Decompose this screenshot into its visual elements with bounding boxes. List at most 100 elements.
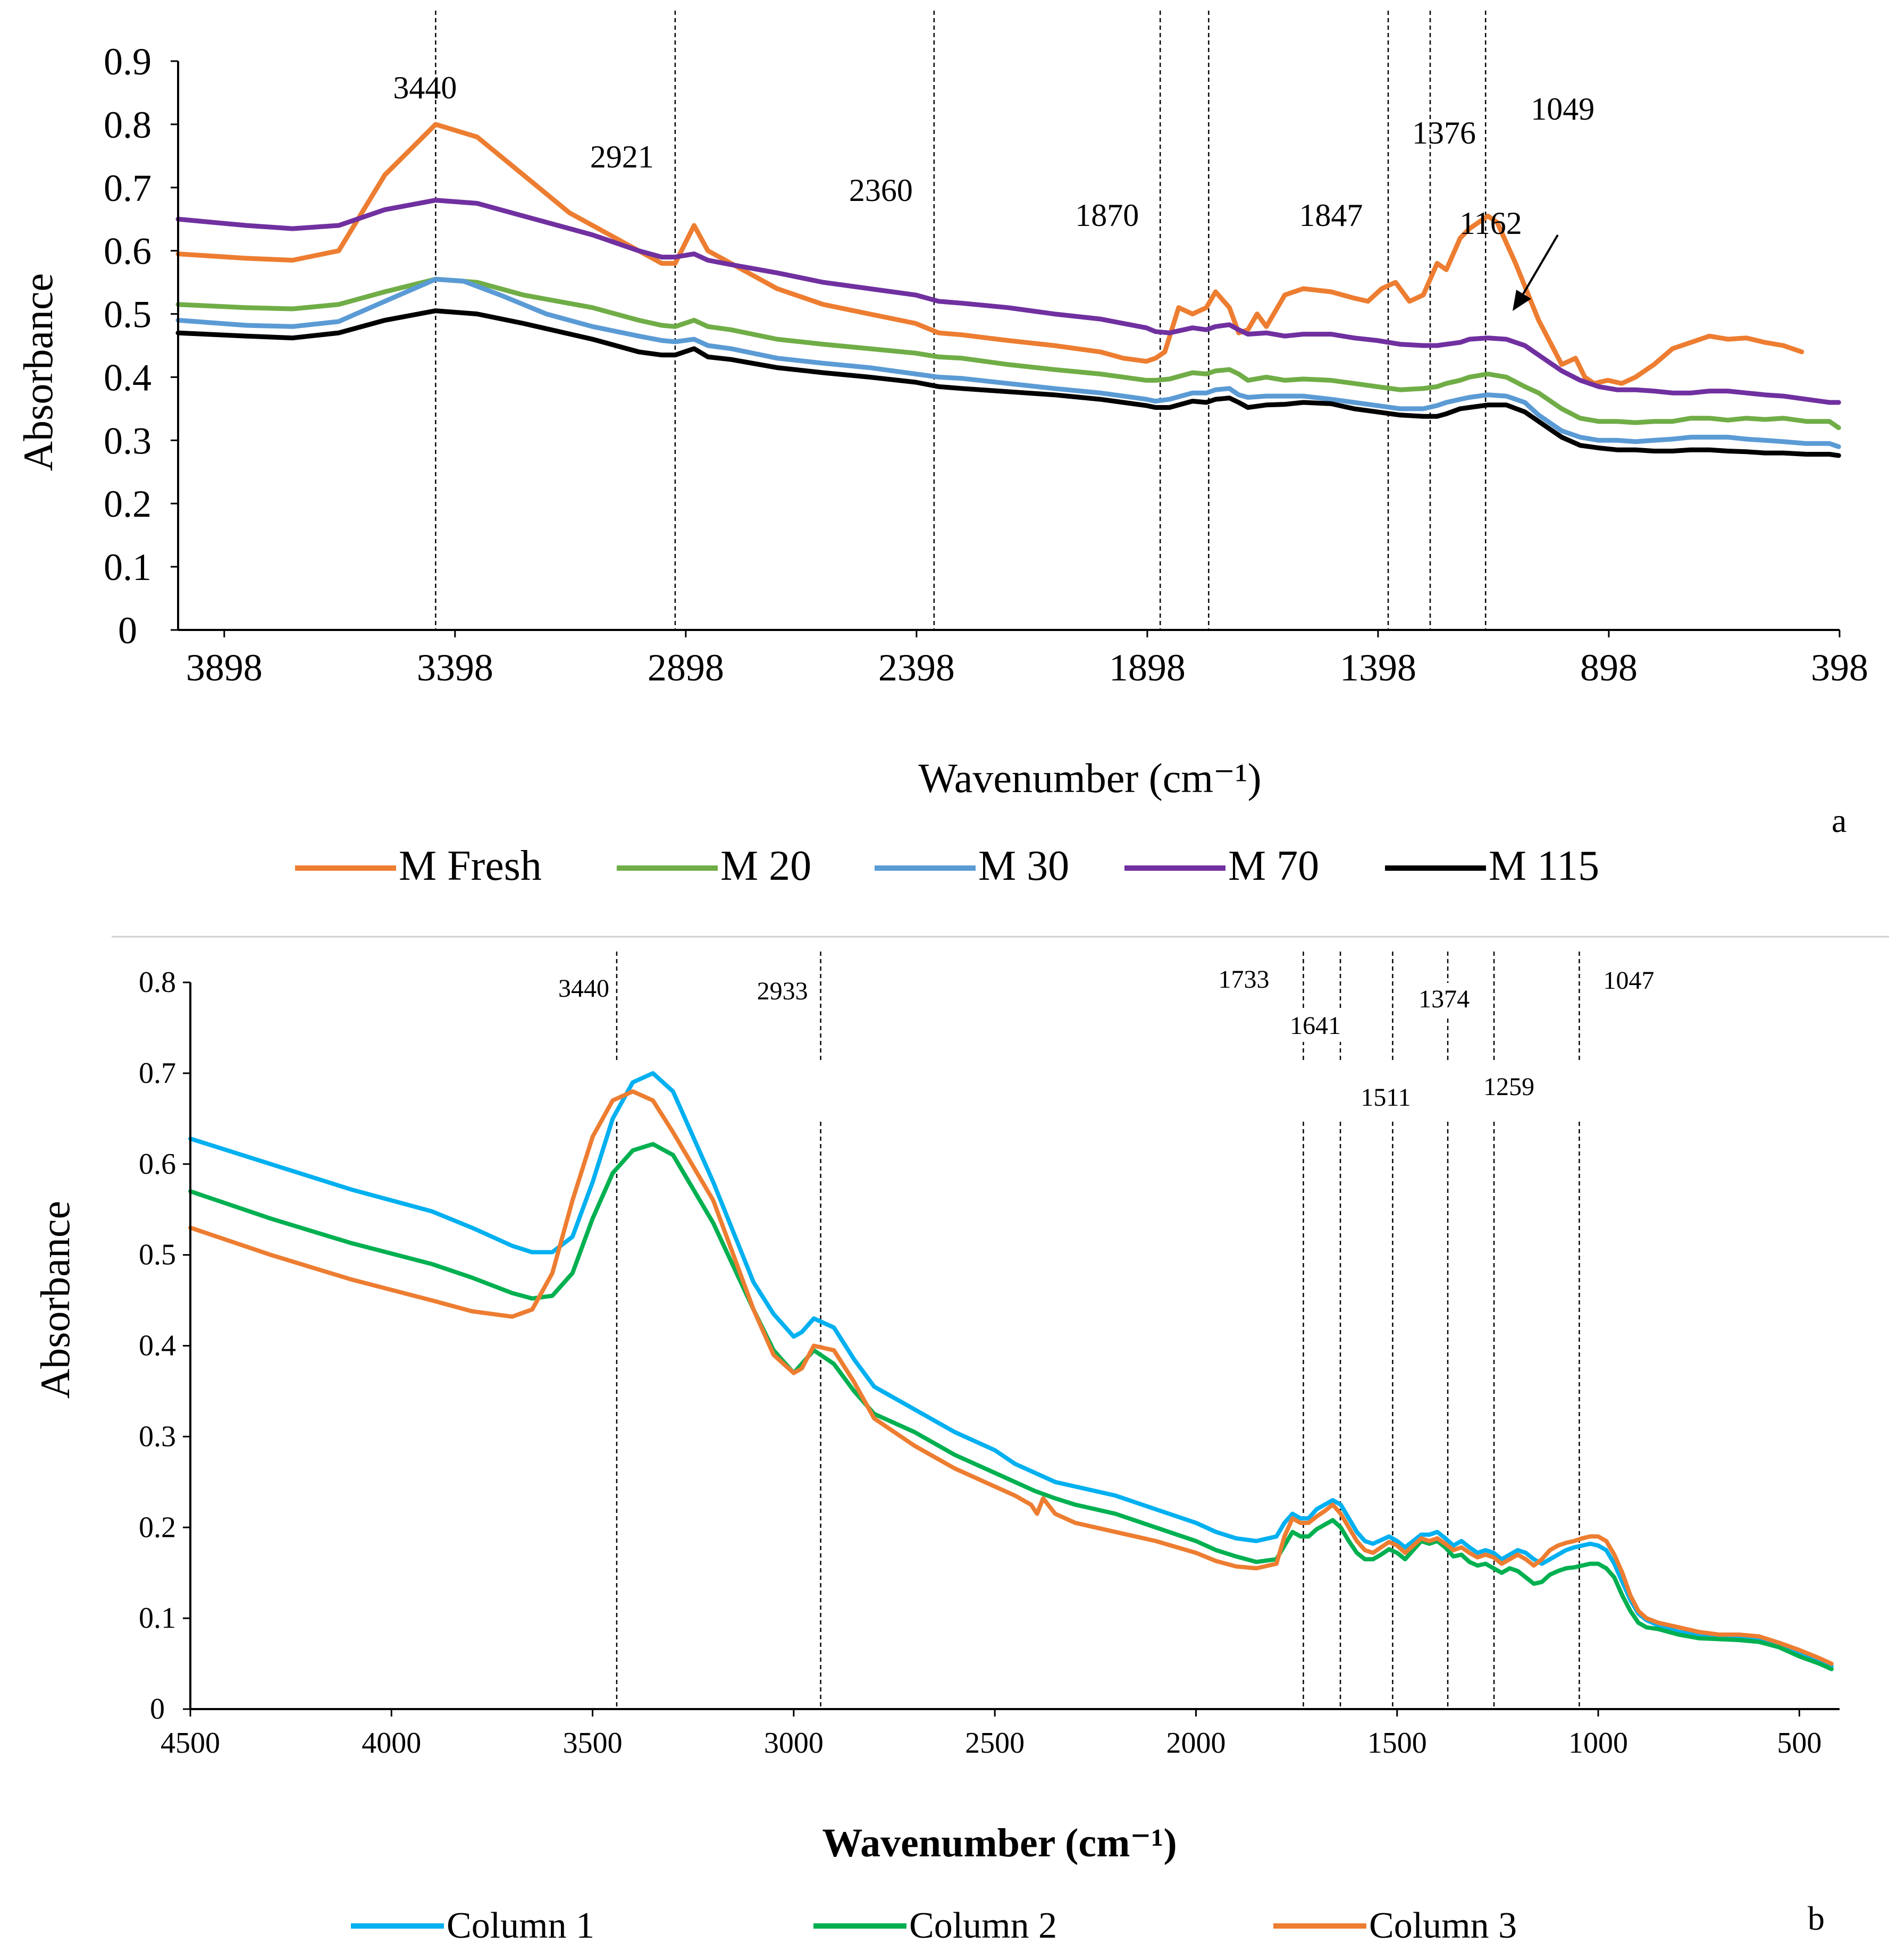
panel-a-y-tick-0-5: 0.5: [104, 293, 152, 336]
panel-b-annotation-bg-3440: [555, 972, 612, 1005]
panel-a-series-m-30: [175, 276, 1841, 449]
panel-a-annotation-1847: 1847: [1299, 198, 1363, 233]
panel-a-annotation-1870: 1870: [1075, 198, 1139, 233]
panel-b-annotation-bg-1259: [1480, 1071, 1538, 1103]
panel-a-x-tick-898: 898: [1580, 646, 1638, 689]
panel-b-y-tick-0-4: 0.4: [139, 1330, 176, 1362]
panel-b-x-tick-2000: 2000: [1166, 1727, 1225, 1760]
panel-b-annotation-bg-1511: [1357, 1081, 1414, 1114]
panel-a-legend-label-m-30: M 30: [978, 843, 1069, 889]
panel-a-legend-label-m-fresh: M Fresh: [399, 843, 542, 889]
panel-b-series: [188, 1071, 1834, 1671]
panel-b-annotation-bg-1733: [1215, 963, 1273, 996]
panel-a-x-tick-1898: 1898: [1109, 646, 1186, 689]
panel-a-y-tick-0-1: 0.1: [104, 546, 152, 588]
panel-b-x-tick-4000: 4000: [362, 1727, 421, 1760]
panel-b-annotation-1374: 1374: [1418, 985, 1470, 1013]
panel-b-x-tick-1500: 1500: [1367, 1727, 1427, 1760]
panel-a-x-tick-2898: 2898: [648, 646, 724, 689]
panel-b-legend-label-column-1: Column 1: [447, 1905, 594, 1946]
panel-a-legend-item-m-30: M 30: [875, 843, 1069, 889]
panel-a-annotation-1376: 1376: [1412, 115, 1476, 150]
panel-b-annotation-1511: 1511: [1361, 1083, 1411, 1112]
panel-a-legend-item-m-20: M 20: [617, 843, 811, 889]
panel-a-legend-item-m-70: M 70: [1124, 843, 1319, 889]
panel-a-y-tick-0-4: 0.4: [104, 356, 152, 399]
panel-b-annotations: 3440 2933 1733 1641 1511 1374 1259 1047: [555, 963, 1658, 1114]
panel-a-chart: 0 0.1 0.2 0.3 0.4 0.5 0.6 0.7 0.8 0.9 3898 3398 2898…: [15, 11, 1868, 889]
panel-b-annotation-3440: 3440: [558, 974, 609, 1003]
panel-a-y-tick-0-2: 0.2: [104, 483, 152, 525]
panel-b-annotation-1047: 1047: [1603, 966, 1654, 995]
panel-b-tick-labels: 0 0.1 0.2 0.3 0.4 0.5 0.6 0.7 0.8 4500 4000 3500 300…: [139, 966, 1821, 1760]
panel-a-series-m-20: [175, 276, 1841, 431]
panel-b-y-tick-0-8: 0.8: [139, 966, 176, 999]
panel-b-y-tick-0-2: 0.2: [139, 1511, 176, 1544]
panel-b-letter: b: [1808, 1899, 1825, 1937]
panel-a-y-axis-title: Absorbance: [15, 273, 61, 472]
panel-a-series: [175, 122, 1841, 458]
panel-a-legend-item-m-115: M 115: [1385, 843, 1599, 889]
panel-a-x-tick-3898: 3898: [186, 646, 263, 689]
panel-b-reference-lines: [616, 952, 1580, 1709]
panel-a-reference-lines: [435, 11, 1487, 630]
panel-a-annotations: 3440 2921 2360 1870 1847 1376 1162 1049: [393, 70, 1594, 241]
panel-a-x-tick-1398: 1398: [1340, 646, 1416, 689]
panel-b-legend-label-column-2: Column 2: [909, 1905, 1057, 1946]
panel-a-annotation-3440: 3440: [393, 70, 457, 105]
panel-a-annotation-1162: 1162: [1459, 206, 1522, 241]
panel-b-chart: 0 0.1 0.2 0.3 0.4 0.5 0.6 0.7 0.8 4500 4000 3500 300…: [32, 952, 1840, 1946]
panel-a-series-m-fresh: [175, 122, 1804, 386]
panel-a-y-tick-0: 0: [118, 609, 137, 652]
panel-b-legend-label-column-3: Column 3: [1369, 1905, 1517, 1946]
panel-a-annotation-2360: 2360: [849, 173, 913, 208]
panel-b-annotation-1259: 1259: [1483, 1073, 1534, 1101]
panel-b-x-tick-3000: 3000: [764, 1727, 824, 1760]
panel-b-annotation-bg-1374: [1415, 983, 1473, 1015]
panel-a-x-tick-2398: 2398: [878, 646, 955, 689]
panel-b-x-tick-500: 500: [1777, 1727, 1821, 1760]
panel-b-series-column-3: [188, 1089, 1834, 1666]
panel-b-x-tick-4500: 4500: [161, 1727, 220, 1760]
panel-a-x-tick-398: 398: [1811, 646, 1868, 689]
panel-b-y-tick-0-1: 0.1: [139, 1602, 176, 1635]
panel-b-legend-item-column-3: Column 3: [1273, 1905, 1517, 1946]
panel-b-x-tick-1000: 1000: [1568, 1727, 1628, 1760]
panel-a-letter: a: [1832, 802, 1846, 839]
panel-a-annotation-1049: 1049: [1531, 91, 1594, 127]
panel-b-y-tick-0: 0: [150, 1693, 165, 1726]
panel-a-y-tick-0-7: 0.7: [104, 167, 152, 209]
panel-a-x-axis-title: Wavenumber (cm⁻¹): [918, 755, 1261, 801]
panel-b-series-column-1: [188, 1071, 1834, 1669]
panel-b-y-tick-0-7: 0.7: [139, 1057, 176, 1090]
panel-a-x-tick-3398: 3398: [417, 646, 493, 689]
panel-b-y-tick-0-6: 0.6: [139, 1148, 176, 1181]
panel-b-annotation-bg-2933: [753, 975, 811, 1007]
panel-b-annotation-1733: 1733: [1218, 965, 1269, 994]
panel-a-legend-label-m-20: M 20: [720, 843, 811, 889]
panel-a-annotation-2921: 2921: [590, 139, 654, 174]
panel-b-x-tick-2500: 2500: [965, 1727, 1025, 1760]
panel-a-y-tick-0-9: 0.9: [104, 40, 152, 83]
panel-b-annotation-bg-1641: [1287, 1010, 1345, 1042]
panel-b-legend-item-column-2: Column 2: [813, 1905, 1057, 1946]
panel-a-y-tick-0-8: 0.8: [104, 104, 152, 146]
panel-b-y-axis-title: Absorbance: [32, 1201, 78, 1399]
panel-a-y-tick-0-6: 0.6: [104, 230, 152, 273]
panel-b-x-axis-title: Wavenumber (cm⁻¹): [822, 1821, 1177, 1865]
panel-a-legend-item-m-fresh: M Fresh: [295, 843, 542, 889]
panel-b-annotation-bg-1047: [1600, 964, 1658, 997]
panel-b-y-tick-0-3: 0.3: [139, 1420, 176, 1453]
panel-a-series-m-115: [175, 308, 1841, 458]
panel-b-annotation-2933: 2933: [757, 977, 808, 1005]
panel-a-series-m-70: [175, 198, 1841, 405]
panel-b-x-tick-3500: 3500: [563, 1727, 623, 1760]
panel-a-legend-label-m-115: M 115: [1489, 843, 1599, 889]
panel-a-annotation-arrow: [1513, 234, 1559, 311]
panel-b-legend: Column 1 Column 2 Column 3: [351, 1905, 1517, 1946]
panel-a-legend-label-m-70: M 70: [1228, 843, 1319, 889]
panel-a-tick-labels: 0 0.1 0.2 0.3 0.4 0.5 0.6 0.7 0.8 0.9 3898 3398 2898…: [104, 40, 1868, 689]
panel-a-legend: M Fresh M 20 M 30 M 70 M 115: [295, 843, 1599, 889]
